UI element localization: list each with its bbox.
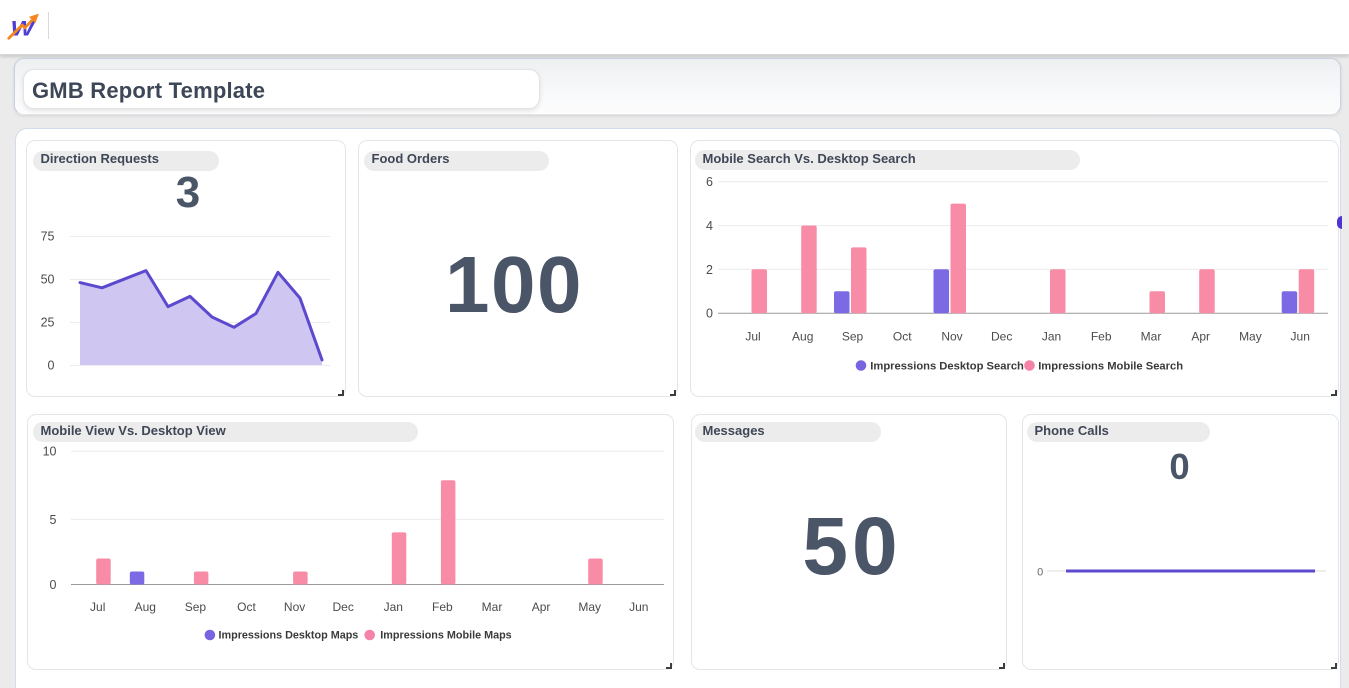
svg-text:Apr: Apr	[1191, 330, 1210, 344]
svg-text:75: 75	[41, 230, 55, 244]
svg-text:Nov: Nov	[941, 330, 962, 344]
svg-text:Dec: Dec	[333, 600, 354, 614]
svg-text:10: 10	[43, 445, 57, 459]
svg-text:0: 0	[48, 359, 55, 373]
svg-text:Impressions Mobile Maps: Impressions Mobile Maps	[380, 630, 511, 642]
svg-text:5: 5	[50, 513, 57, 527]
svg-text:25: 25	[41, 316, 55, 330]
svg-text:Impressions Desktop Search: Impressions Desktop Search	[870, 360, 1024, 372]
svg-text:Nov: Nov	[284, 600, 305, 614]
svg-text:Jan: Jan	[1042, 330, 1061, 344]
svg-text:Oct: Oct	[893, 330, 912, 344]
svg-text:6: 6	[706, 175, 713, 189]
svg-text:Sep: Sep	[185, 600, 207, 614]
svg-text:2: 2	[706, 263, 713, 277]
svg-text:Feb: Feb	[432, 600, 453, 614]
svg-text:Mar: Mar	[1141, 330, 1162, 344]
svg-text:Impressions Mobile Search: Impressions Mobile Search	[1038, 360, 1183, 372]
svg-text:Apr: Apr	[532, 600, 551, 614]
svg-text:Jan: Jan	[384, 600, 403, 614]
svg-text:Oct: Oct	[237, 600, 256, 614]
svg-text:0: 0	[50, 578, 57, 592]
svg-text:Impressions Desktop Maps: Impressions Desktop Maps	[219, 630, 359, 642]
svg-text:Aug: Aug	[792, 330, 813, 344]
svg-text:Feb: Feb	[1091, 330, 1112, 344]
svg-text:Jun: Jun	[629, 600, 648, 614]
svg-text:Jul: Jul	[745, 330, 760, 344]
svg-text:Jul: Jul	[90, 600, 105, 614]
svg-text:Mar: Mar	[482, 600, 503, 614]
svg-text:4: 4	[706, 219, 713, 233]
svg-text:50: 50	[41, 273, 55, 287]
svg-text:Sep: Sep	[842, 330, 864, 344]
svg-text:May: May	[578, 600, 601, 614]
svg-text:May: May	[1239, 330, 1262, 344]
svg-text:Dec: Dec	[991, 330, 1012, 344]
svg-text:Aug: Aug	[135, 600, 156, 614]
svg-text:0: 0	[1037, 566, 1043, 578]
svg-text:Jun: Jun	[1291, 330, 1310, 344]
svg-text:0: 0	[706, 307, 713, 321]
